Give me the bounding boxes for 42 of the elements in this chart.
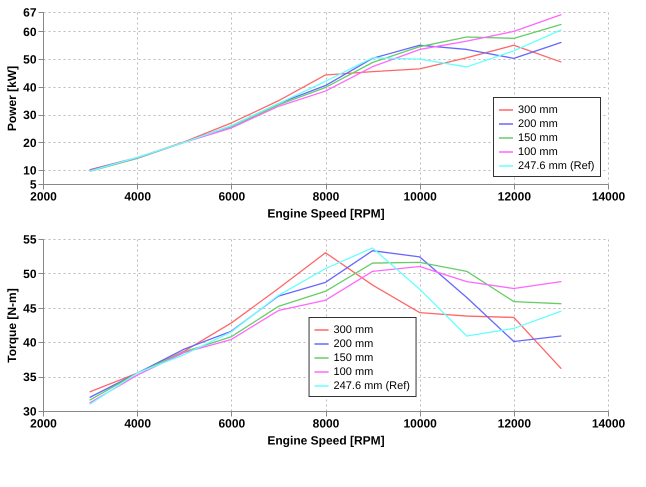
x-tick-label: 12000: [498, 190, 532, 204]
y-tick-label: 40: [23, 80, 37, 94]
y-tick-label: 35: [23, 370, 37, 384]
y-tick-label: 50: [23, 266, 37, 281]
y-tick-label: 10: [23, 164, 37, 178]
legend-label: 200 mm: [518, 118, 558, 130]
legend-label: 247.6 mm (Ref): [334, 380, 410, 392]
y-axis-title: Power [kW]: [5, 66, 20, 132]
x-tick-label: 4000: [124, 190, 152, 204]
x-tick-label: 10000: [403, 416, 438, 430]
x-tick-label: 14000: [592, 416, 626, 430]
y-tick-label: 30: [23, 404, 37, 418]
x-axis-title: Engine Speed [RPM]: [267, 434, 385, 448]
y-tick-label: 40: [23, 336, 37, 350]
legend-label: 150 mm: [334, 352, 374, 364]
legend-label: 300 mm: [518, 104, 558, 116]
y-tick-label: 67: [23, 6, 37, 20]
y-tick-label: 55: [23, 232, 37, 246]
legend-label: 150 mm: [518, 132, 558, 144]
x-tick-label: 4000: [124, 416, 152, 430]
legend-label: 200 mm: [334, 338, 374, 350]
x-tick-label: 8000: [312, 190, 340, 204]
y-tick-label: 50: [23, 52, 37, 67]
x-tick-label: 6000: [218, 416, 246, 430]
y-tick-label: 45: [23, 301, 37, 316]
y-tick-label: 60: [23, 24, 37, 39]
legend-label: 100 mm: [518, 146, 558, 158]
y-tick-label: 30: [23, 108, 37, 122]
legend-label: 100 mm: [334, 366, 374, 378]
x-tick-label: 8000: [312, 416, 340, 430]
legend-label: 300 mm: [334, 324, 374, 336]
x-tick-label: 10000: [403, 190, 438, 204]
x-tick-label: 12000: [498, 416, 532, 430]
legend-label: 247.6 mm (Ref): [518, 160, 594, 172]
y-tick-label: 5: [30, 178, 37, 192]
y-tick-label: 20: [23, 136, 37, 150]
x-tick-label: 2000: [30, 190, 58, 204]
x-tick-label: 6000: [218, 190, 246, 204]
x-tick-label: 14000: [592, 190, 626, 204]
y-axis-title: Torque [N-m]: [5, 288, 20, 363]
x-tick-label: 2000: [30, 416, 58, 430]
x-axis-title: Engine Speed [RPM]: [267, 206, 385, 220]
